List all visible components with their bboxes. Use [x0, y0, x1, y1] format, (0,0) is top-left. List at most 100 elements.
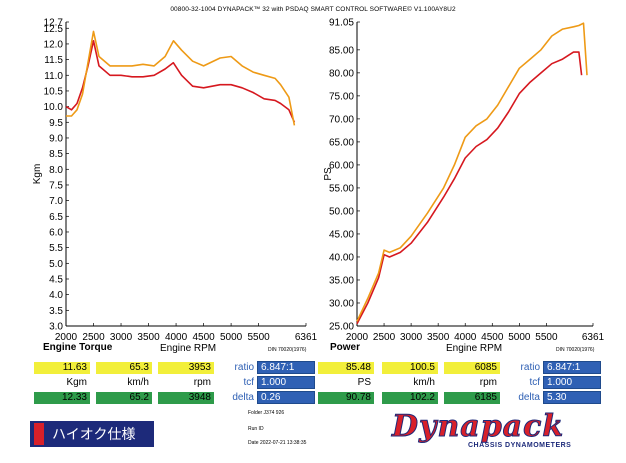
torque-ytick-label: 5.5 — [49, 243, 63, 254]
torque-r2-rpm: 3948 — [158, 392, 214, 404]
torque-ytick-label: 7.5 — [49, 180, 63, 191]
power-r1-kmh: 100.5 — [382, 362, 438, 374]
power-ytick-label: 70.00 — [329, 114, 354, 125]
power-ytick-label: 60.00 — [329, 160, 354, 171]
torque-xtick-label: 2000 — [55, 332, 78, 343]
power-xtick-label: 3000 — [400, 332, 423, 343]
torque-ytick-label: 4.5 — [49, 274, 63, 285]
folder-info: Folder J374 926 — [248, 410, 285, 416]
torque-xlabel: Engine RPM — [160, 343, 217, 354]
power-ytick-label: 50.00 — [329, 206, 354, 217]
power-ytick-label: 35.00 — [329, 275, 354, 286]
torque-delta: 0.26 — [257, 391, 315, 404]
torque-xtick-label: 5500 — [247, 332, 270, 343]
power-ratio: 6.847:1 — [543, 361, 601, 374]
power-ytick-label: 65.00 — [329, 137, 354, 148]
power-xtick-label: 5000 — [508, 332, 531, 343]
power-xtick-label: 2500 — [373, 332, 396, 343]
torque-r2-kmh: 65.2 — [96, 392, 152, 404]
power-ylabel: PS — [323, 167, 334, 181]
fuel-badge-text: ハイオク仕様 — [52, 426, 136, 442]
power-r2-kmh: 102.2 — [382, 392, 438, 404]
dynapack-logo: Dynapack — [392, 409, 565, 444]
torque-ytick-label: 6.5 — [49, 212, 63, 223]
torque-xtick-label: 5000 — [220, 332, 243, 343]
torque-ytick-label: 9.5 — [49, 118, 63, 129]
torque-r1-kmh: 65.3 — [96, 362, 152, 374]
torque-unit-kmh: km/h — [127, 377, 149, 388]
torque-ytick-label: 11.0 — [44, 71, 63, 82]
power-r1-ps: 85.48 — [318, 362, 374, 374]
torque-r1-rpm: 3953 — [158, 362, 214, 374]
power-ytick-label: 25.00 — [329, 322, 354, 333]
power-tcf: 1.000 — [543, 376, 601, 389]
torque-xtick-label: 6361 — [295, 332, 318, 343]
torque-ytick-label: 11.5 — [44, 55, 63, 66]
torque-ylabel: Kgm — [32, 164, 43, 185]
torque-xtick-label: 4500 — [192, 332, 215, 343]
torque-ytick-label: 7.0 — [49, 196, 63, 207]
torque-tcf-label: tcf — [243, 377, 254, 388]
power-r2-rpm: 6185 — [444, 392, 500, 404]
torque-xtick-label: 3000 — [110, 332, 133, 343]
torque-ytick-label: 8.5 — [49, 149, 63, 160]
torque-xtick-label: 4000 — [165, 332, 188, 343]
power-series-1 — [356, 22, 588, 322]
power-din: DIN 70020(1976) — [556, 347, 595, 353]
torque-ytick-label: 10.0 — [44, 102, 64, 113]
torque-unit-rpm: rpm — [193, 377, 211, 388]
power-unit-kmh: km/h — [413, 377, 435, 388]
torque-unit-kgm: Kgm — [66, 377, 87, 388]
power-xtick-label: 4000 — [454, 332, 477, 343]
power-tcf-label: tcf — [529, 377, 540, 388]
power-ytick-label: 85.00 — [329, 45, 354, 56]
torque-ratio: 6.847:1 — [257, 361, 315, 374]
torque-xtick-label: 3500 — [137, 332, 160, 343]
torque-tcf: 1.000 — [257, 376, 315, 389]
report-header: 00800-32-1004 DYNAPACK™ 32 with PSDAQ SM… — [170, 6, 456, 13]
power-delta-label: delta — [518, 392, 540, 403]
power-ytick-label: 40.00 — [329, 252, 354, 263]
power-r1-rpm: 6085 — [444, 362, 500, 374]
torque-ytick-label: 3.0 — [49, 322, 63, 333]
run-date: Date 2022-07-21 13:38:35 — [248, 440, 307, 446]
power-r2-ps: 90.78 — [318, 392, 374, 404]
power-unit-rpm: rpm — [479, 377, 497, 388]
power-ytick-label: 55.00 — [329, 183, 354, 194]
power-ytick-label: 45.00 — [329, 229, 354, 240]
torque-r1-kgm: 11.63 — [34, 362, 90, 374]
torque-ytick-label: 12.7 — [44, 18, 64, 29]
dynapack-logo-sub: CHASSIS DYNAMOMETERS — [468, 442, 572, 449]
run-id: Run ID — [248, 426, 264, 432]
torque-din: DIN 70020(1976) — [268, 347, 307, 353]
power-xtick-label: 4500 — [481, 332, 504, 343]
power-ytick-label: 30.00 — [329, 298, 354, 309]
torque-ytick-label: 6.0 — [49, 227, 63, 238]
torque-ytick-label: 9.0 — [49, 133, 63, 144]
power-unit-ps: PS — [357, 377, 371, 388]
torque-delta-label: delta — [232, 392, 254, 403]
torque-ratio-label: ratio — [234, 362, 254, 373]
power-ytick-label: 75.00 — [329, 91, 354, 102]
power-series-0 — [356, 51, 583, 325]
torque-ytick-label: 8.0 — [49, 165, 63, 176]
power-ytick-label: 80.00 — [329, 68, 354, 79]
torque-series-1 — [66, 30, 296, 126]
torque-ytick-label: 10.5 — [44, 86, 64, 97]
power-ratio-label: ratio — [520, 362, 540, 373]
torque-ytick-label: 12.5 — [44, 24, 64, 35]
torque-ytick-label: 12.0 — [44, 39, 64, 50]
power-xtick-label: 2000 — [346, 332, 369, 343]
power-xtick-label: 6361 — [582, 332, 605, 343]
torque-series-0 — [65, 39, 296, 123]
fuel-badge: ハイオク仕様 — [30, 421, 154, 447]
power-xtick-label: 3500 — [427, 332, 450, 343]
power-ytick-label: 91.05 — [329, 18, 354, 29]
torque-xtick-label: 2500 — [82, 332, 105, 343]
torque-ytick-label: 4.0 — [49, 290, 63, 301]
power-xlabel: Engine RPM — [446, 343, 503, 354]
torque-ytick-label: 3.5 — [49, 306, 63, 317]
power-title: Power — [330, 342, 361, 353]
torque-title: Engine Torque — [43, 342, 113, 353]
